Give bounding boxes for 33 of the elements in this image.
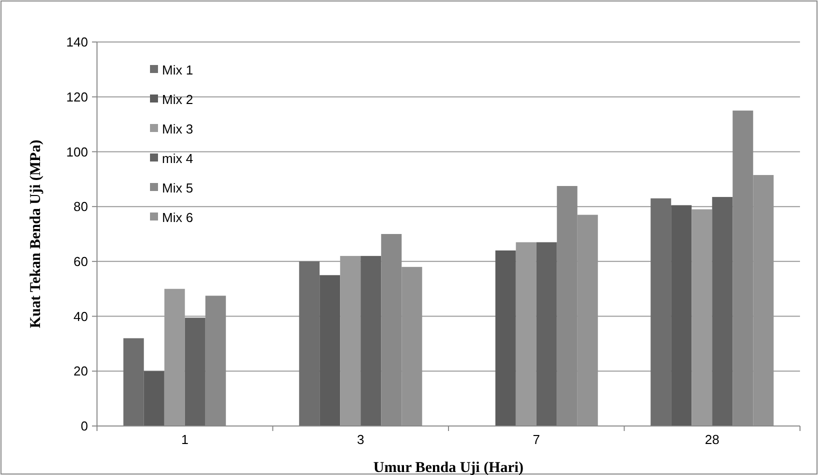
x-tick-label: 28 [704, 432, 720, 447]
bar [123, 338, 144, 426]
bar [320, 275, 340, 426]
bar [299, 261, 320, 426]
legend-label: Mix 3 [162, 122, 194, 137]
x-tick-label: 7 [532, 432, 540, 447]
y-tick-label: 80 [74, 199, 88, 214]
x-tick-label: 3 [357, 432, 364, 447]
x-tick-label: 1 [181, 432, 188, 447]
bar [516, 242, 536, 426]
legend-label: Mix 5 [162, 180, 194, 196]
y-tick-label: 100 [66, 144, 88, 160]
legend-label: mix 4 [162, 151, 194, 166]
y-tick-label: 20 [74, 364, 88, 379]
bar [360, 256, 382, 426]
bar [671, 205, 692, 426]
bar [184, 318, 206, 426]
legend-label: Mix 2 [162, 92, 194, 108]
legend-label: Mix 1 [162, 62, 194, 78]
legend-label: Mix 6 [162, 210, 194, 226]
bar [692, 209, 712, 426]
bar [712, 196, 733, 426]
y-tick-label: 60 [74, 254, 88, 269]
y-axis-title: Kuat Tekan Benda Uji (MPa) [28, 140, 44, 328]
y-tick-label: 40 [74, 308, 88, 324]
bar [144, 371, 164, 426]
x-axis-title: Umur Benda Uji (Hari) [373, 460, 524, 475]
bar [650, 198, 672, 426]
y-tick-label: 0 [80, 418, 88, 434]
bar [536, 242, 557, 426]
y-tick-label: 140 [66, 34, 88, 50]
y-tick-label: 120 [66, 89, 88, 104]
bar [495, 250, 516, 426]
